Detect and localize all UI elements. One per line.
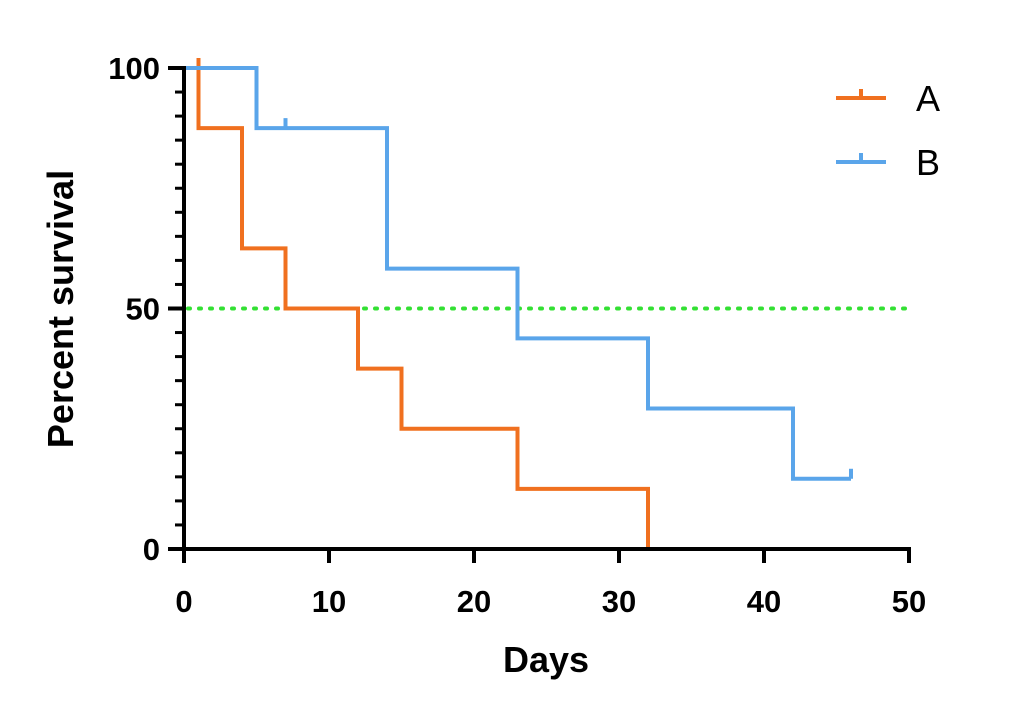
legend-b-label: B (916, 142, 940, 183)
x-tick-label: 50 (892, 584, 926, 619)
y-tick-label: 0 (143, 532, 160, 567)
series-layer (184, 58, 853, 549)
x-tick-label: 10 (312, 584, 346, 619)
series-a-line (184, 66, 650, 549)
x-tick-label: 20 (457, 584, 491, 619)
y-tick-label: 50 (126, 292, 160, 327)
legend: AB (836, 78, 940, 183)
x-tick-label: 40 (747, 584, 781, 619)
y-axis-title: Percent survival (40, 170, 81, 448)
x-tick-label: 30 (602, 584, 636, 619)
axes-layer: 0 10 20 30 40 50 0 50 100 (108, 51, 926, 619)
series-b-line (184, 66, 851, 481)
x-axis-title: Days (503, 639, 589, 680)
legend-a-label: A (916, 78, 940, 119)
y-tick-label: 100 (108, 51, 160, 86)
x-tick-label: 0 (175, 584, 192, 619)
